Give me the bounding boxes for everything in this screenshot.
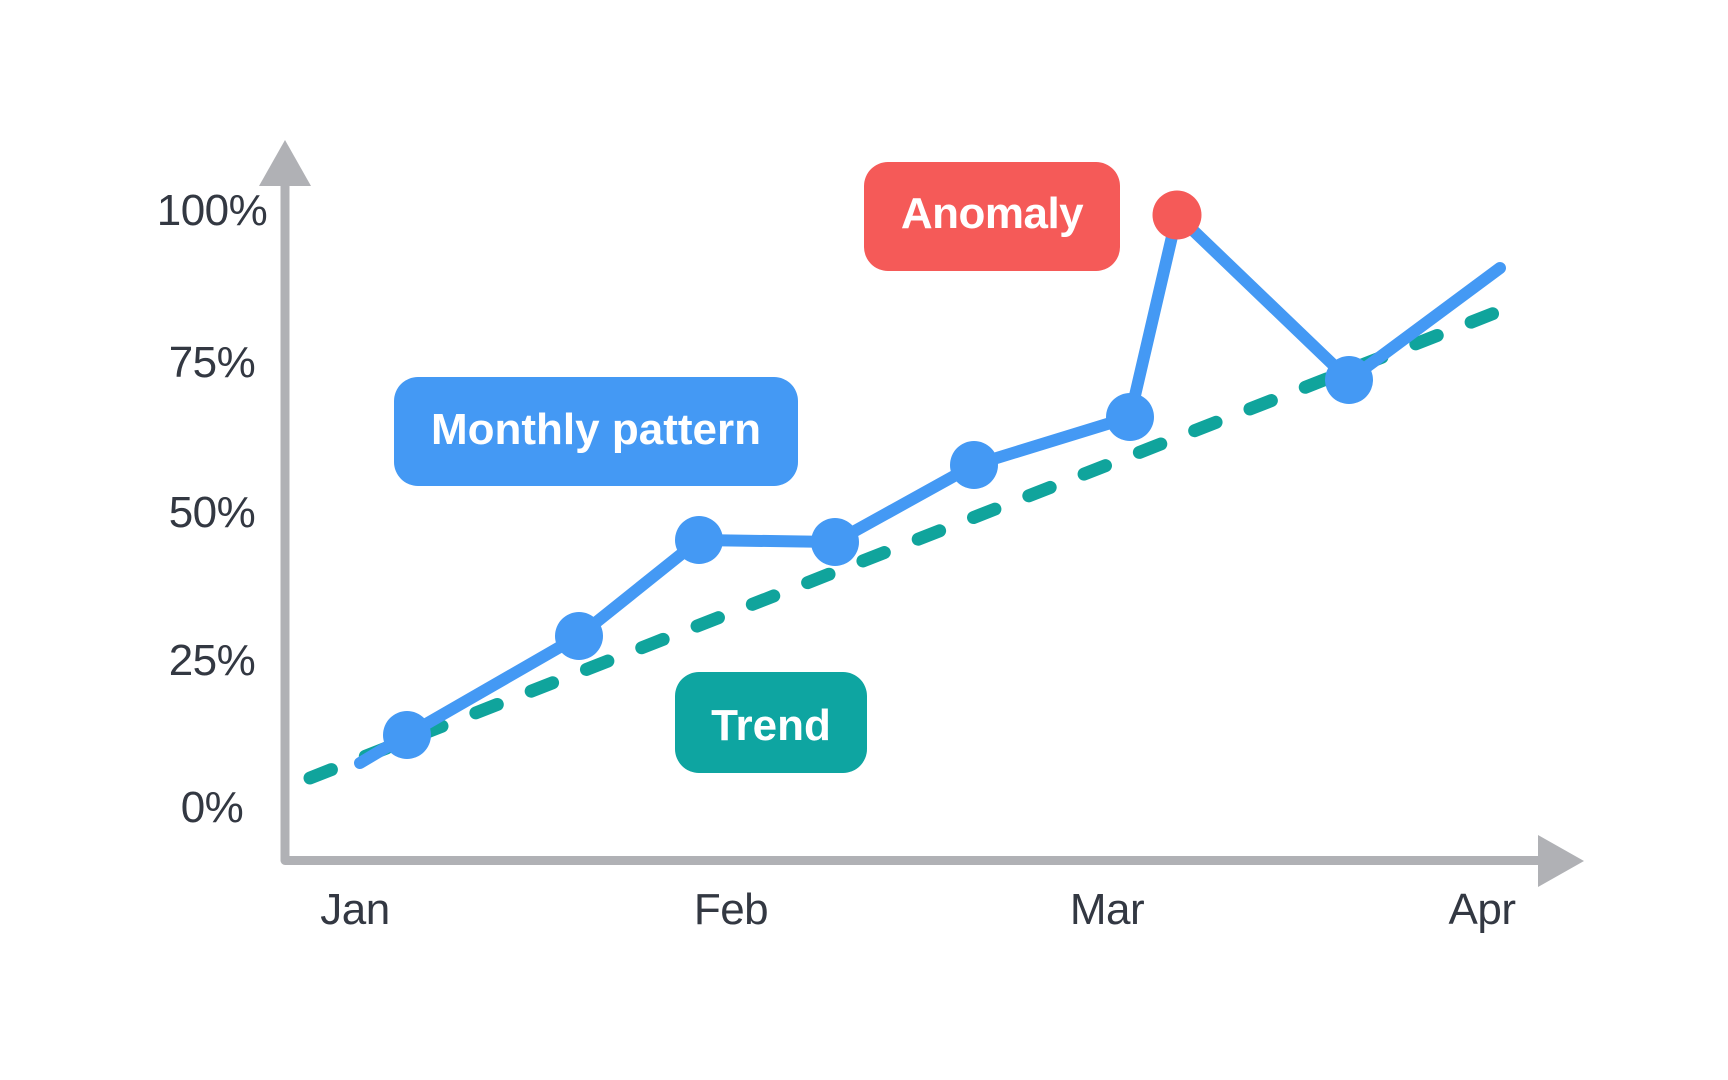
- svg-text:Anomaly: Anomaly: [901, 189, 1084, 238]
- svg-text:0%: 0%: [181, 783, 244, 832]
- svg-text:Apr: Apr: [1449, 885, 1516, 934]
- svg-text:50%: 50%: [169, 488, 256, 537]
- svg-text:Monthly pattern: Monthly pattern: [431, 405, 761, 454]
- svg-text:Mar: Mar: [1070, 885, 1144, 934]
- svg-text:100%: 100%: [157, 186, 268, 235]
- svg-text:25%: 25%: [169, 636, 256, 685]
- svg-text:75%: 75%: [169, 338, 256, 387]
- svg-text:Jan: Jan: [320, 885, 389, 934]
- svg-text:Trend: Trend: [711, 701, 831, 750]
- svg-text:Feb: Feb: [694, 885, 768, 934]
